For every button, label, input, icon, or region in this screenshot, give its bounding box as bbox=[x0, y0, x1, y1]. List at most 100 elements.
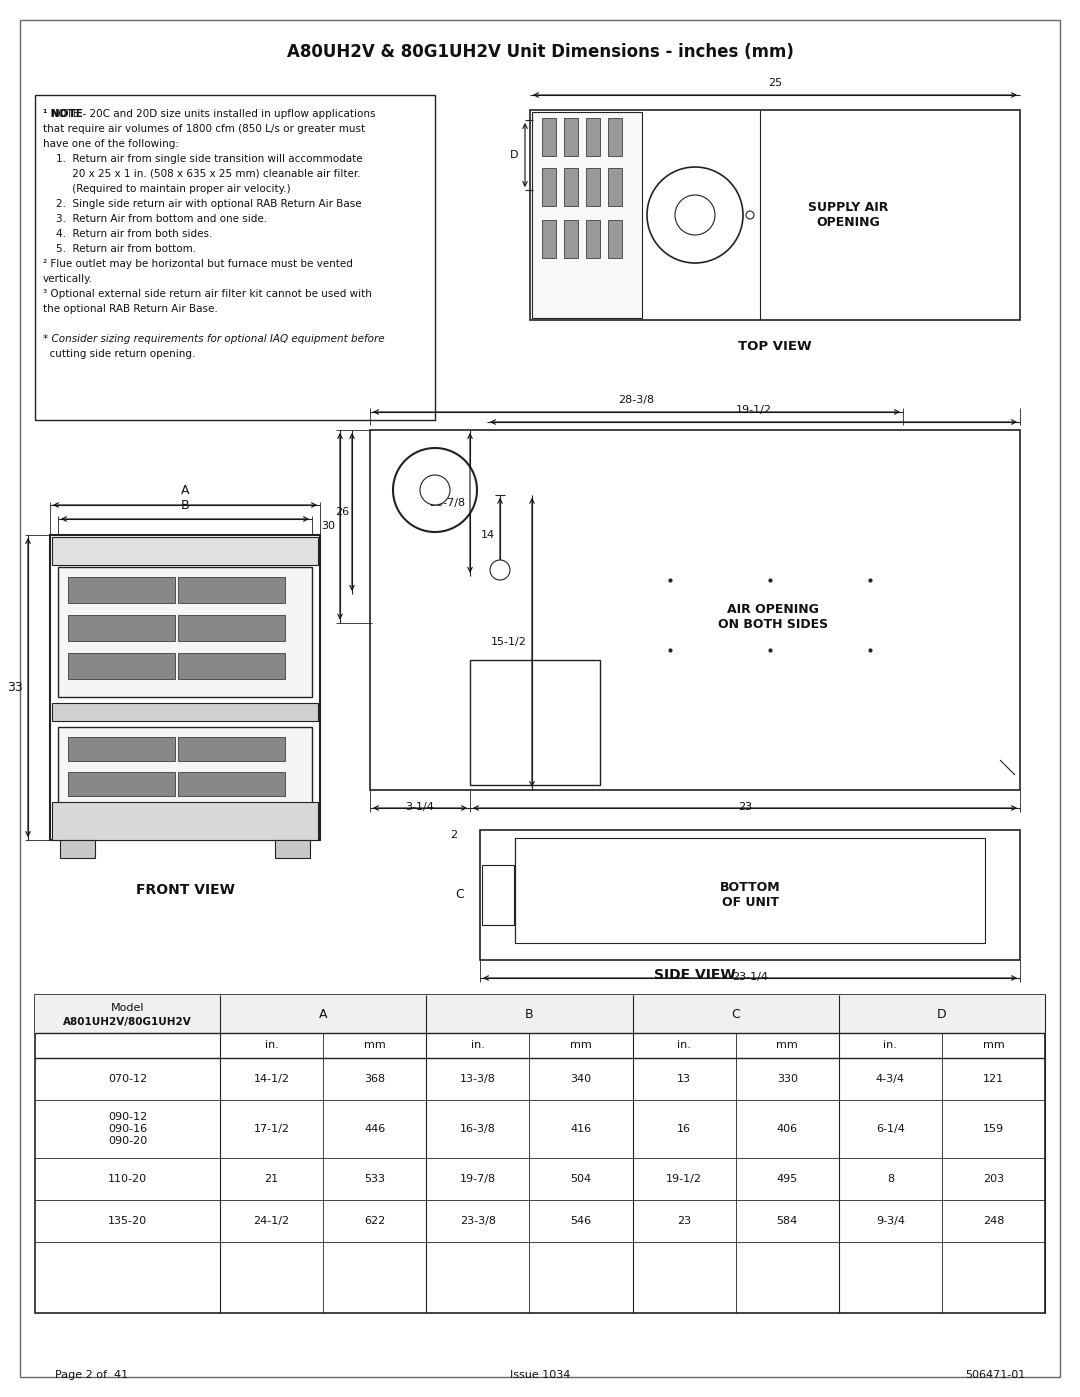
Bar bbox=[515, 838, 985, 943]
Text: 24-1/2: 24-1/2 bbox=[254, 1215, 289, 1227]
Text: TOP VIEW: TOP VIEW bbox=[739, 339, 812, 353]
Text: 5.  Return air from bottom.: 5. Return air from bottom. bbox=[43, 244, 197, 254]
Bar bbox=[586, 168, 600, 205]
Text: have one of the following:: have one of the following: bbox=[43, 138, 179, 149]
Text: mm: mm bbox=[777, 1041, 798, 1051]
Text: 546: 546 bbox=[570, 1215, 592, 1227]
Bar bbox=[542, 168, 556, 205]
Circle shape bbox=[490, 560, 510, 580]
Bar bbox=[530, 110, 1020, 320]
Text: 2.  Single side return air with optional RAB Return Air Base: 2. Single side return air with optional … bbox=[43, 198, 362, 210]
Text: * Consider sizing requirements for optional IAQ equipment before: * Consider sizing requirements for optio… bbox=[43, 334, 384, 344]
Text: 8: 8 bbox=[887, 1173, 894, 1185]
Bar bbox=[68, 738, 175, 761]
Text: 13-3/8: 13-3/8 bbox=[460, 1074, 496, 1084]
Bar bbox=[178, 615, 285, 641]
Text: C: C bbox=[456, 888, 464, 901]
Text: 110-20: 110-20 bbox=[108, 1173, 147, 1185]
Text: 25: 25 bbox=[768, 78, 782, 88]
Text: 30: 30 bbox=[321, 521, 335, 531]
Circle shape bbox=[647, 168, 743, 263]
Bar bbox=[35, 995, 1045, 1313]
Text: 28-3/8: 28-3/8 bbox=[619, 395, 654, 405]
Text: 368: 368 bbox=[364, 1074, 386, 1084]
Bar bbox=[542, 117, 556, 156]
Text: 135-20: 135-20 bbox=[108, 1215, 147, 1227]
Text: 159: 159 bbox=[983, 1125, 1004, 1134]
Bar bbox=[586, 219, 600, 258]
Text: 090-12
090-16
090-20: 090-12 090-16 090-20 bbox=[108, 1112, 147, 1146]
Text: AIR OPENING
ON BOTH SIDES: AIR OPENING ON BOTH SIDES bbox=[718, 604, 828, 631]
Text: mm: mm bbox=[570, 1041, 592, 1051]
Text: B: B bbox=[180, 499, 189, 511]
Bar bbox=[35, 995, 1045, 1032]
Bar bbox=[480, 830, 1020, 960]
Bar bbox=[586, 117, 600, 156]
Bar bbox=[564, 168, 578, 205]
Text: 15-1/2: 15-1/2 bbox=[491, 637, 527, 647]
Bar bbox=[68, 652, 175, 679]
Text: A: A bbox=[319, 1007, 327, 1020]
Text: 4.  Return air from both sides.: 4. Return air from both sides. bbox=[43, 229, 213, 239]
Text: A: A bbox=[180, 483, 189, 497]
Text: ¹ NOTE - 20C and 20D size units installed in upflow applications: ¹ NOTE - 20C and 20D size units installe… bbox=[43, 109, 376, 119]
Text: 4-3/4: 4-3/4 bbox=[876, 1074, 905, 1084]
Text: D: D bbox=[510, 149, 518, 161]
Text: Page 2 of  41: Page 2 of 41 bbox=[55, 1370, 129, 1380]
Text: 504: 504 bbox=[570, 1173, 592, 1185]
Text: 6-1/4: 6-1/4 bbox=[876, 1125, 905, 1134]
Text: 16: 16 bbox=[677, 1125, 691, 1134]
Text: 9-3/4: 9-3/4 bbox=[876, 1215, 905, 1227]
Text: 622: 622 bbox=[364, 1215, 386, 1227]
Text: 23-1/4: 23-1/4 bbox=[732, 972, 768, 982]
Text: D: D bbox=[937, 1007, 947, 1020]
Bar bbox=[68, 773, 175, 796]
Bar bbox=[52, 802, 318, 840]
Text: 26: 26 bbox=[335, 507, 349, 517]
Text: 33: 33 bbox=[8, 680, 23, 694]
Text: 19-1/2: 19-1/2 bbox=[666, 1173, 702, 1185]
Text: in.: in. bbox=[471, 1041, 485, 1051]
Bar bbox=[58, 567, 312, 697]
Text: NOTE: NOTE bbox=[51, 109, 83, 119]
Text: in.: in. bbox=[677, 1041, 691, 1051]
Text: 3.  Return Air from bottom and one side.: 3. Return Air from bottom and one side. bbox=[43, 214, 267, 224]
Text: 14-1/2: 14-1/2 bbox=[254, 1074, 289, 1084]
Text: 23: 23 bbox=[677, 1215, 691, 1227]
Bar bbox=[482, 865, 514, 925]
Text: SIDE VIEW: SIDE VIEW bbox=[654, 968, 735, 982]
Text: 330: 330 bbox=[777, 1074, 798, 1084]
Text: 406: 406 bbox=[777, 1125, 798, 1134]
Text: SUPPLY AIR
OPENING: SUPPLY AIR OPENING bbox=[808, 201, 889, 229]
Circle shape bbox=[420, 475, 450, 504]
Text: 446: 446 bbox=[364, 1125, 386, 1134]
Bar bbox=[178, 652, 285, 679]
Text: 3-1/4: 3-1/4 bbox=[406, 802, 434, 812]
Text: 495: 495 bbox=[777, 1173, 798, 1185]
Text: 416: 416 bbox=[570, 1125, 592, 1134]
Bar bbox=[532, 112, 642, 319]
Text: 17-1/2: 17-1/2 bbox=[254, 1125, 289, 1134]
Text: 16-3/8: 16-3/8 bbox=[460, 1125, 496, 1134]
Text: (Required to maintain proper air velocity.): (Required to maintain proper air velocit… bbox=[43, 184, 291, 194]
Text: A801UH2V/80G1UH2V: A801UH2V/80G1UH2V bbox=[63, 1017, 192, 1027]
Text: 121: 121 bbox=[983, 1074, 1004, 1084]
Bar bbox=[58, 726, 312, 807]
Text: 21: 21 bbox=[265, 1173, 279, 1185]
Bar bbox=[178, 738, 285, 761]
Circle shape bbox=[746, 211, 754, 219]
Text: ³ Optional external side return air filter kit cannot be used with: ³ Optional external side return air filt… bbox=[43, 289, 372, 299]
Text: in.: in. bbox=[265, 1041, 279, 1051]
Bar bbox=[178, 577, 285, 604]
Text: in.: in. bbox=[883, 1041, 897, 1051]
Text: that require air volumes of 1800 cfm (850 L/s or greater must: that require air volumes of 1800 cfm (85… bbox=[43, 124, 365, 134]
Bar bbox=[60, 840, 95, 858]
Text: ² Flue outlet may be horizontal but furnace must be vented: ² Flue outlet may be horizontal but furn… bbox=[43, 258, 353, 270]
Text: 340: 340 bbox=[570, 1074, 592, 1084]
Bar bbox=[68, 577, 175, 604]
Text: 23: 23 bbox=[738, 802, 752, 812]
Text: BOTTOM
OF UNIT: BOTTOM OF UNIT bbox=[719, 882, 781, 909]
Bar bbox=[470, 659, 600, 785]
Text: the optional RAB Return Air Base.: the optional RAB Return Air Base. bbox=[43, 305, 218, 314]
Text: 13: 13 bbox=[677, 1074, 691, 1084]
